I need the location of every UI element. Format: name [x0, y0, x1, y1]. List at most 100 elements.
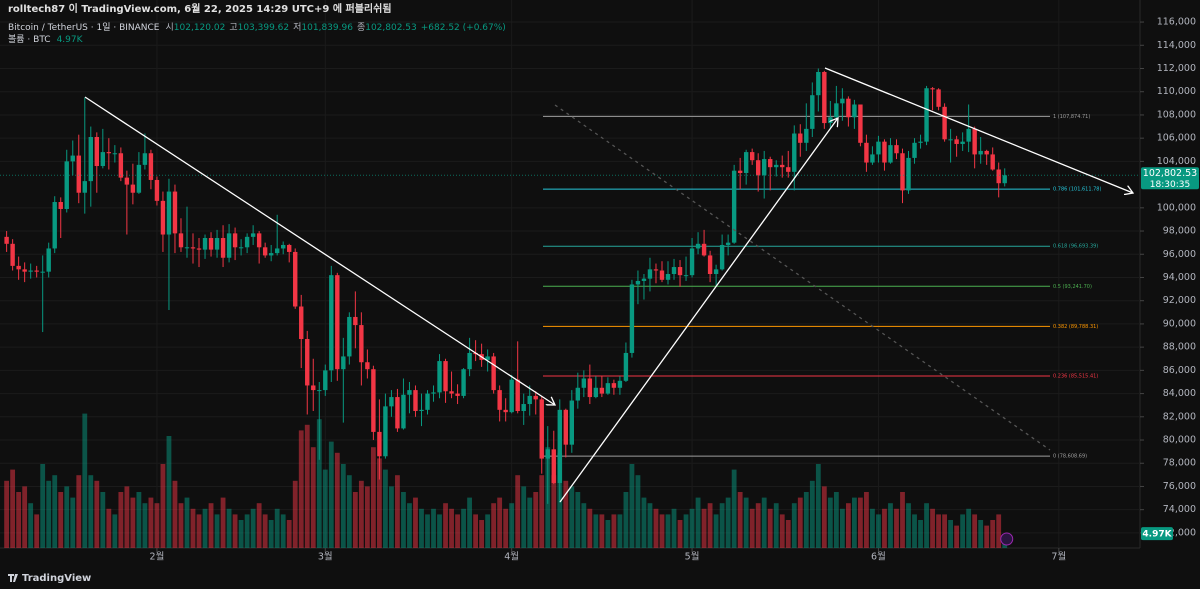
last-price-box [1141, 167, 1199, 190]
candle-body [810, 95, 815, 129]
ohlc-label: 시 [166, 22, 174, 33]
candle-body [299, 306, 304, 340]
candle-body [22, 269, 27, 272]
candle-body [569, 400, 575, 445]
candle-body [40, 271, 45, 273]
candle-body [419, 409, 424, 411]
y-tick-label: 78,000 [1163, 458, 1196, 469]
volume-bar [154, 503, 160, 548]
candle-body [918, 141, 923, 143]
volume-bar [629, 464, 635, 548]
candle-body [527, 395, 532, 405]
volume-bar [797, 497, 803, 548]
volume-bar [364, 486, 370, 548]
volume-bar [683, 514, 689, 548]
volume-bar [226, 508, 232, 548]
candle-body [437, 361, 442, 393]
candle-body [581, 378, 587, 388]
candle-body [347, 316, 352, 357]
candle-body [683, 275, 689, 277]
candle-body [431, 392, 436, 394]
y-tick-label: 74,000 [1163, 504, 1196, 515]
candle-body [852, 104, 857, 118]
volume-bar [539, 475, 545, 548]
fib-label: 0.5 (93,241.70) [1053, 284, 1092, 290]
x-tick-label: 6월 [871, 551, 886, 563]
ohlc-value: 102,802.53 [365, 23, 417, 33]
candle-body [52, 202, 57, 249]
volume-bar [623, 492, 629, 548]
volume-bar [280, 514, 286, 548]
candle-body [755, 160, 761, 176]
candle-body [317, 390, 322, 392]
volume-bar [274, 508, 280, 548]
candle-body [786, 167, 791, 172]
volume-bar [978, 520, 984, 548]
volume-bar [761, 497, 767, 548]
y-tick-label: 72,000 [1163, 527, 1196, 538]
candle-body [449, 391, 454, 394]
candle-body [190, 247, 196, 249]
candle-body [882, 141, 887, 163]
volume-bar [533, 492, 539, 548]
volume-bar [900, 492, 905, 548]
candle-body [834, 103, 839, 118]
candle-body [250, 233, 256, 237]
volume-bar [659, 514, 665, 548]
volume-bar [677, 520, 683, 548]
volume-bar [82, 413, 88, 548]
volume-bar [461, 508, 466, 548]
candle-body [94, 137, 100, 167]
candle-body [353, 316, 358, 326]
volume-bar [479, 520, 485, 548]
logo-icon [8, 574, 18, 582]
candle-body [262, 247, 268, 256]
candle-body [371, 369, 376, 432]
candle-body [70, 155, 75, 162]
trend-line [554, 104, 1051, 451]
volume-bar [214, 514, 220, 548]
candle-body [4, 236, 9, 244]
candle-body [647, 269, 653, 279]
volume-bar [713, 514, 719, 548]
y-tick-label: 92,000 [1163, 295, 1196, 306]
candle-body [485, 356, 490, 360]
volume-bar [202, 508, 208, 548]
fibonacci: 1 (107,874.71) 0.786 (101,611.78) 0.618 (9… [543, 114, 1101, 460]
y-tick-label: 84,000 [1163, 388, 1196, 399]
candle-body [293, 251, 298, 307]
volume-bar [268, 520, 274, 548]
volume-bar [725, 497, 731, 548]
volume-bar [605, 520, 611, 548]
candle-body [798, 133, 803, 143]
candle-body [202, 238, 208, 250]
candle-body [984, 150, 989, 155]
volume-bar [924, 503, 929, 548]
candle-body [840, 98, 845, 104]
candle-body [88, 137, 93, 182]
y-tick-label: 86,000 [1163, 365, 1196, 376]
volume-bar [340, 464, 346, 548]
volume-bar [316, 419, 322, 548]
volume-bar [653, 508, 659, 548]
candle-body [268, 253, 274, 256]
candle-body [34, 270, 39, 272]
y-tick-label: 116,000 [1157, 17, 1196, 28]
volume-bar [599, 514, 605, 548]
volume-bar [876, 514, 881, 548]
volume-bar [64, 486, 70, 548]
volume-bar [178, 503, 184, 548]
volume-bar [425, 514, 430, 548]
candle-body [172, 191, 178, 234]
y-tick-label: 82,000 [1163, 411, 1196, 422]
candle-body [954, 139, 959, 144]
volume-bar [298, 430, 304, 548]
fib-label: 0.382 (89,788.31) [1053, 324, 1098, 330]
volume-bar [966, 508, 972, 548]
ohlc-label: 고 [229, 23, 237, 33]
candle-body [136, 164, 142, 193]
volume-bar [743, 497, 749, 548]
fib-label: 0.786 (101,611.78) [1053, 187, 1101, 193]
candle-body [323, 370, 328, 391]
